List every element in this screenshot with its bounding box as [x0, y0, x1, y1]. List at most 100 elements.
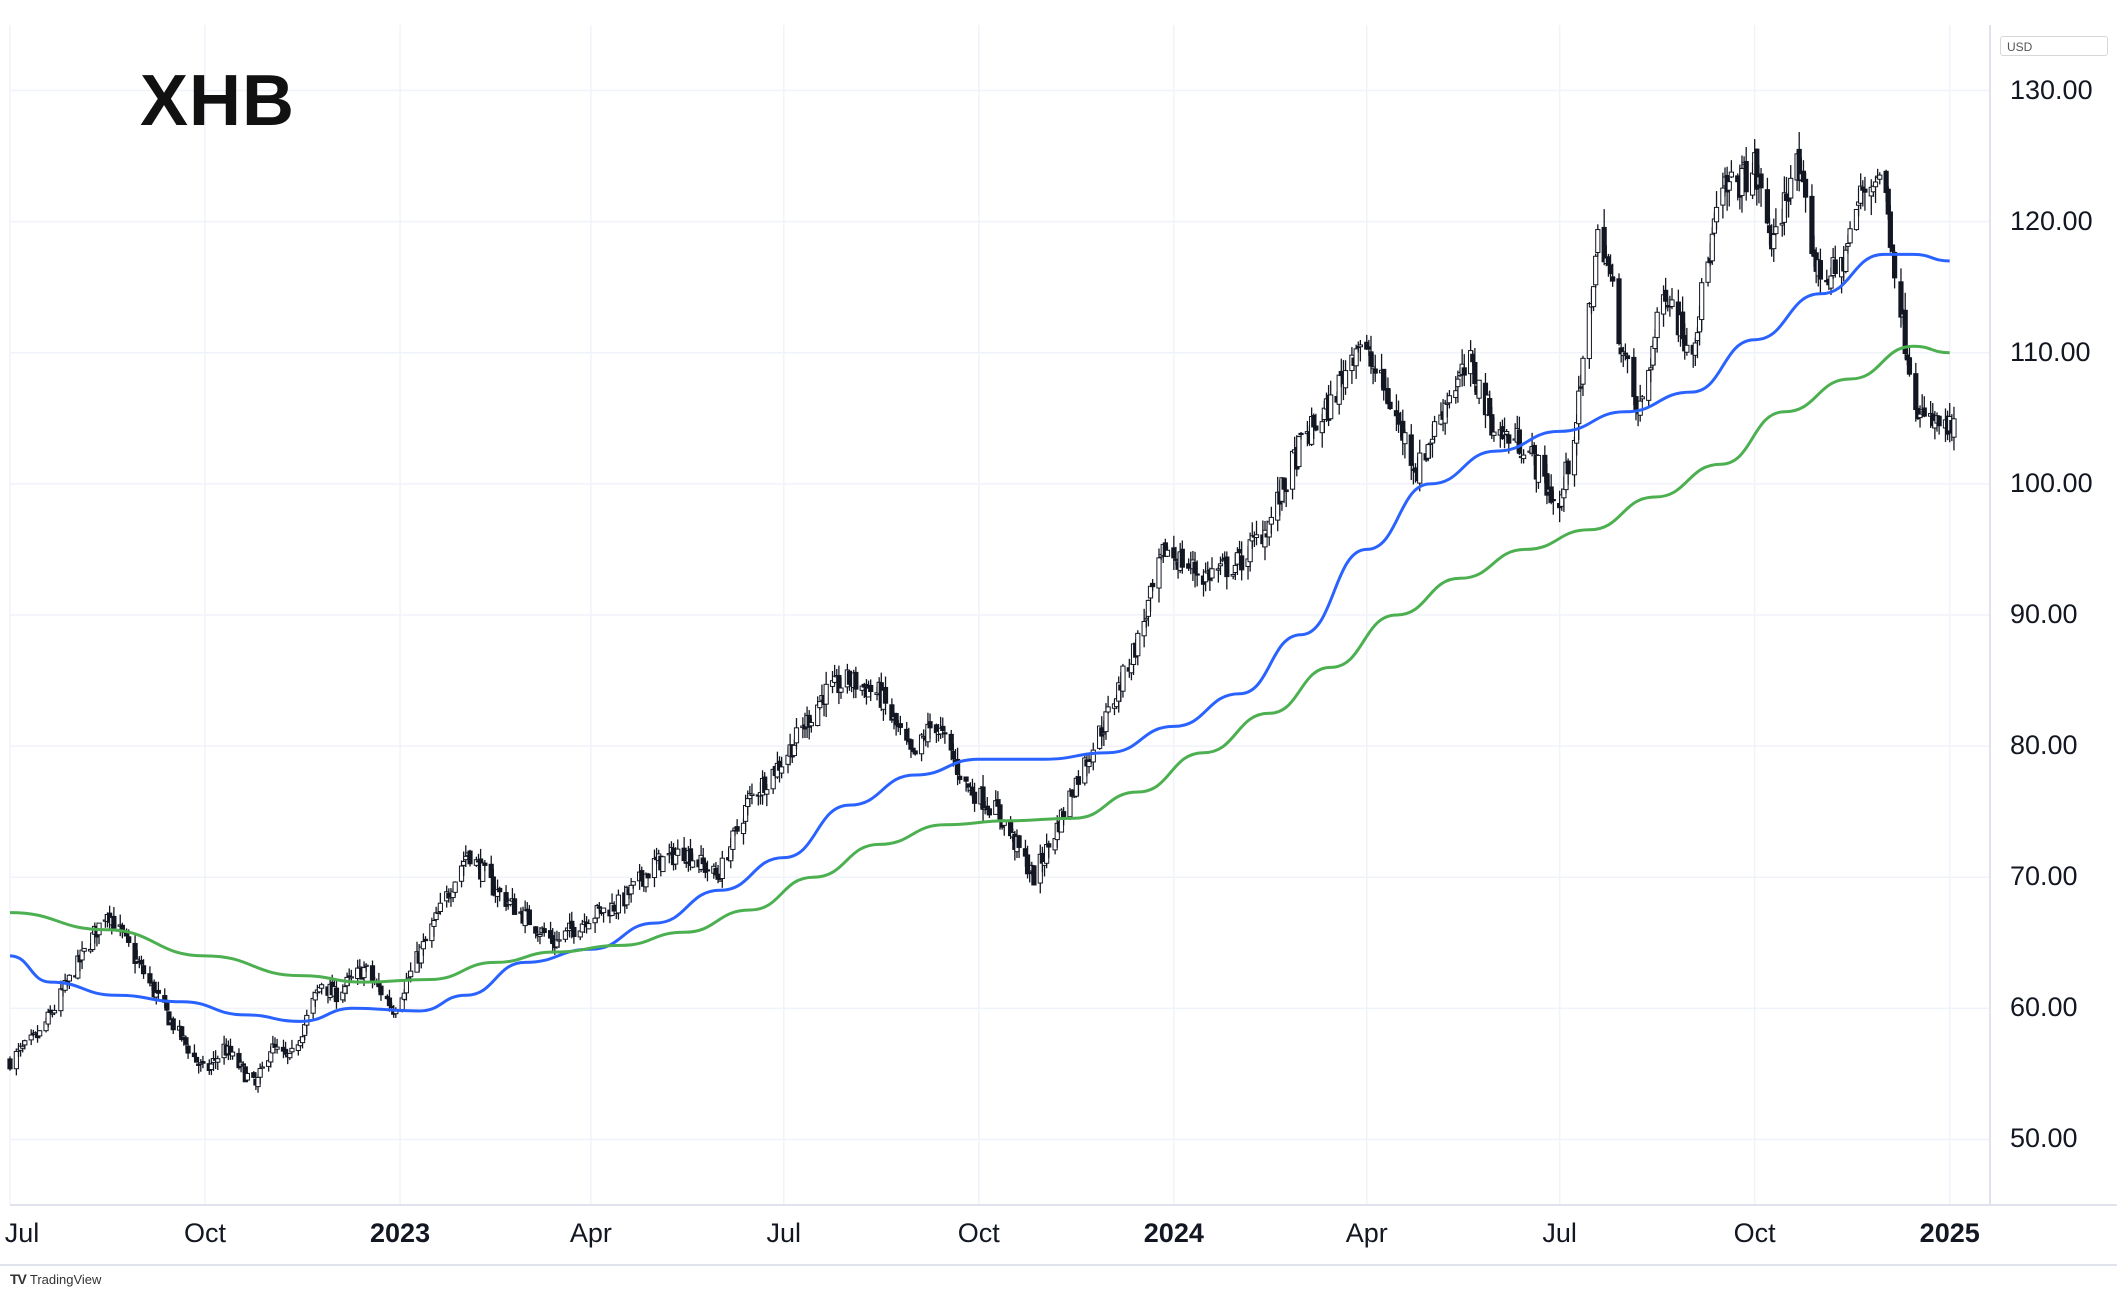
candle: [1253, 520, 1260, 546]
candle: [422, 936, 429, 942]
candle: [66, 974, 72, 990]
candle: [1595, 224, 1601, 257]
candle: [1342, 360, 1349, 395]
candle: [749, 783, 755, 805]
candle: [1357, 339, 1363, 362]
candle: [541, 922, 547, 937]
moving-average-line-green: [9, 344, 1950, 984]
candle: [1472, 347, 1478, 392]
candle: [675, 839, 681, 856]
candle: [526, 905, 532, 926]
candle: [1906, 347, 1913, 377]
candle: [1877, 172, 1883, 185]
price-tick-label: 110.00: [2010, 336, 2091, 367]
candle: [437, 892, 443, 915]
candle: [719, 850, 725, 888]
candle: [815, 696, 821, 727]
candle: [1476, 379, 1482, 405]
candle: [51, 1004, 58, 1016]
candle: [1179, 540, 1185, 574]
price-tick-label: 90.00: [2010, 599, 2078, 629]
candle: [244, 1071, 251, 1082]
candle: [868, 679, 874, 702]
tradingview-brand[interactable]: TV TradingView: [10, 1271, 101, 1287]
candle: [823, 671, 829, 718]
time-tick-label: 2025: [1919, 1218, 1980, 1248]
candle: [511, 893, 518, 915]
candle: [986, 806, 993, 818]
candle: [615, 889, 622, 920]
candle: [571, 923, 577, 944]
candle: [1773, 208, 1779, 236]
candle: [971, 782, 978, 812]
candle: [779, 756, 785, 779]
candle: [1728, 160, 1734, 179]
candle: [333, 980, 340, 1009]
candle: [229, 1046, 236, 1060]
candle: [420, 933, 426, 956]
candle: [1639, 394, 1645, 403]
candle: [1771, 218, 1777, 262]
candle: [1209, 557, 1215, 582]
candle: [155, 981, 161, 1000]
candle: [1239, 541, 1245, 581]
candle: [1141, 608, 1147, 648]
candle: [690, 853, 696, 869]
candle: [660, 856, 666, 873]
candle: [1046, 840, 1052, 859]
candle: [185, 1043, 191, 1059]
candle: [215, 1055, 221, 1071]
candle: [1669, 288, 1675, 310]
time-tick-label: Jul: [1542, 1218, 1577, 1248]
candle: [1663, 277, 1669, 310]
candle: [1268, 506, 1274, 534]
price-tick-label: 100.00: [2010, 467, 2093, 498]
time-tick-label: 2023: [370, 1218, 431, 1248]
time-tick-label: Oct: [957, 1218, 1000, 1248]
candle: [1624, 353, 1631, 374]
candle: [28, 1029, 34, 1046]
candle: [1016, 834, 1022, 858]
candle: [1580, 355, 1586, 397]
candle: [1313, 413, 1319, 432]
currency-label[interactable]: USD: [2000, 36, 2108, 56]
candle: [1075, 770, 1082, 796]
candle: [1868, 179, 1874, 216]
candle: [1921, 396, 1927, 418]
candle: [1194, 560, 1200, 587]
candle: [1150, 578, 1156, 592]
candle: [1353, 344, 1359, 379]
candle: [1872, 176, 1879, 203]
candle: [897, 715, 903, 735]
candle: [734, 819, 740, 835]
candle: [274, 1038, 280, 1054]
candle: [7, 1056, 13, 1071]
candle: [1764, 177, 1771, 225]
candle: [1817, 248, 1824, 295]
candle: [191, 1044, 198, 1058]
candle: [363, 963, 369, 972]
ticker-title: XHB: [140, 61, 296, 141]
candle: [319, 982, 325, 995]
candle: [1550, 490, 1556, 515]
candle: [1843, 243, 1849, 274]
candle: [1402, 429, 1408, 459]
candle: [1726, 178, 1732, 207]
candle: [1535, 454, 1542, 489]
candle: [1516, 416, 1522, 455]
candle: [957, 774, 963, 784]
candle: [533, 926, 539, 939]
candle: [81, 947, 87, 954]
candle: [764, 784, 770, 807]
candle: [482, 860, 488, 872]
candle: [179, 1026, 185, 1042]
candle: [1892, 250, 1898, 289]
candle: [1936, 415, 1942, 435]
time-tick-label: Apr: [569, 1218, 612, 1248]
candle: [1031, 865, 1037, 886]
candle: [1788, 165, 1794, 205]
candle: [912, 750, 918, 756]
candle: [1120, 663, 1126, 698]
time-tick-label: Apr: [1345, 1218, 1388, 1248]
candle: [1616, 273, 1622, 346]
